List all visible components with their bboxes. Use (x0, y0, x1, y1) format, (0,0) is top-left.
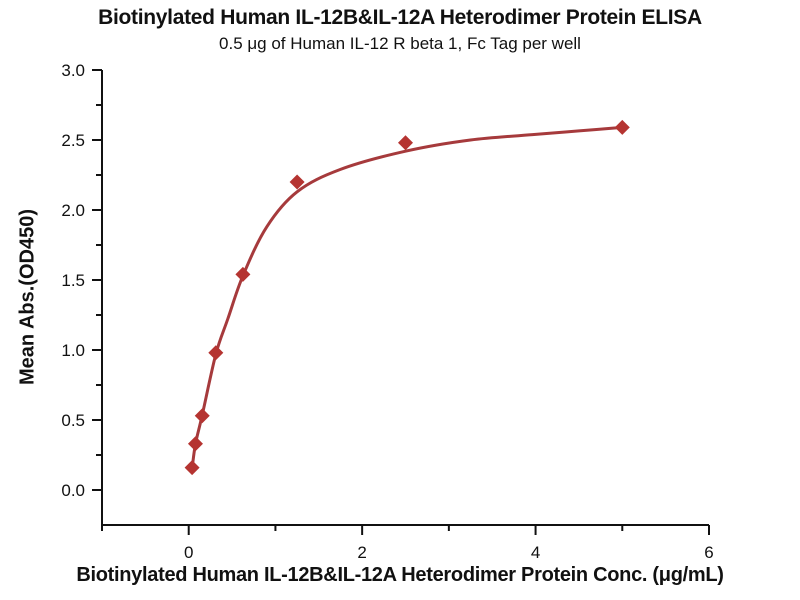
y-tick-label: 1.5 (61, 271, 85, 290)
data-point-marker (614, 119, 630, 135)
data-point-marker (184, 460, 200, 476)
x-axis-label: Biotinylated Human IL-12B&IL-12A Heterod… (76, 564, 724, 586)
chart-title: Biotinylated Human IL-12B&IL-12A Heterod… (98, 6, 702, 29)
data-point-marker (187, 436, 203, 452)
fit-curve (190, 125, 624, 470)
y-tick-label: 0.5 (61, 411, 85, 430)
y-tick-label: 3.0 (61, 61, 85, 80)
x-tick-label: 0 (184, 543, 193, 562)
x-tick-label: 4 (531, 543, 540, 562)
y-tick-label: 2.0 (61, 201, 85, 220)
data-point-marker (398, 135, 413, 151)
y-tick-label: 2.5 (61, 131, 85, 150)
chart-subtitle: 0.5 μg of Human IL-12 R beta 1, Fc Tag p… (219, 34, 581, 53)
x-tick-label: 2 (357, 543, 366, 562)
data-point-marker (208, 345, 224, 361)
data-point-marker (289, 174, 305, 190)
data-point-marker (194, 408, 210, 424)
y-tick-label: 1.0 (61, 341, 85, 360)
y-tick-label: 0.0 (61, 481, 85, 500)
x-tick-label: 6 (704, 543, 713, 562)
data-point-marker (235, 266, 251, 282)
